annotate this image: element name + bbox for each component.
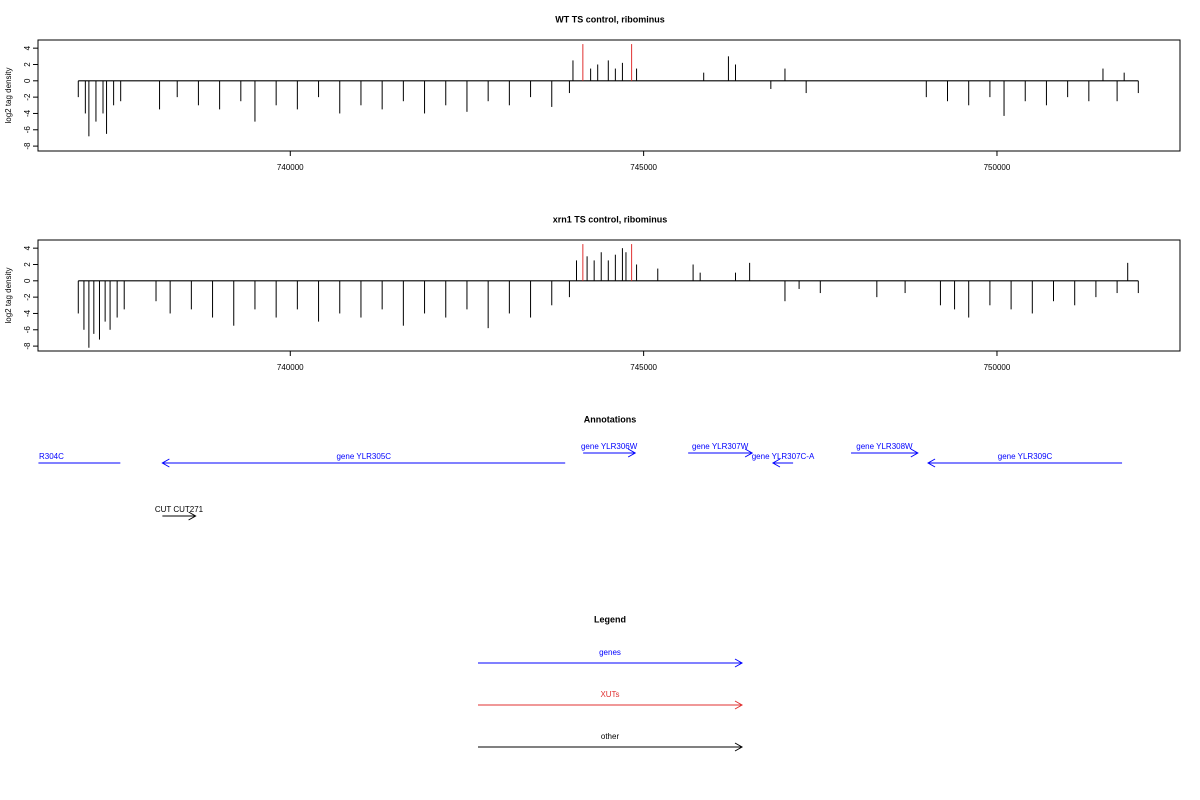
feature-head: [744, 448, 754, 458]
chart-title: xrn1 TS control, ribominus: [553, 214, 668, 224]
y-tick-label: 2: [23, 262, 32, 267]
feature-label: gene YLR305C: [336, 452, 391, 461]
feature-label: gene YLR306W: [581, 442, 638, 451]
feature-head: [771, 458, 781, 468]
legend-line-head: [734, 658, 744, 668]
plot-frame: [37, 239, 1181, 352]
feature-label: R304C: [39, 452, 64, 461]
y-axis-label: log2 tag density: [4, 67, 13, 123]
feature-head: [910, 448, 919, 458]
y-tick-label: 0: [23, 78, 32, 83]
y-tick-label: 4: [23, 45, 32, 50]
y-axis-label: log2 tag density: [4, 267, 13, 323]
y-tick-label: -2: [23, 93, 32, 101]
y-tick-label: 4: [23, 245, 32, 250]
y-tick-label: 0: [23, 278, 32, 283]
feature-head: [627, 448, 637, 458]
feature-label: gene YLR309C: [998, 452, 1053, 461]
feature-label: CUT CUT271: [155, 505, 204, 514]
y-tick-label: -6: [23, 126, 32, 134]
chart-title: WT TS control, ribominus: [555, 14, 665, 24]
plot-frame: [37, 39, 1181, 152]
y-tick-label: -8: [23, 142, 32, 150]
y-tick-label: -6: [23, 326, 32, 334]
y-tick-label: 2: [23, 62, 32, 67]
legend-line-head: [734, 742, 744, 752]
annotations-title: Annotations: [584, 414, 637, 424]
feature-head: [927, 458, 936, 468]
x-tick-label: 740000: [277, 363, 304, 372]
y-tick-label: -2: [23, 293, 32, 301]
feature-head: [161, 458, 170, 468]
legend-line-head: [734, 700, 744, 710]
legend-label: genes: [599, 648, 621, 657]
y-tick-label: -4: [23, 109, 32, 117]
x-tick-label: 750000: [984, 363, 1011, 372]
x-tick-label: 740000: [277, 163, 304, 172]
feature-label: gene YLR307W: [692, 442, 749, 451]
legend-label: other: [601, 732, 620, 741]
feature-label: gene YLR307C-A: [752, 452, 815, 461]
x-tick-label: 745000: [630, 363, 657, 372]
x-tick-label: 745000: [630, 163, 657, 172]
feature-label: gene YLR308W: [856, 442, 913, 451]
legend-title: Legend: [594, 614, 626, 624]
y-tick-label: -4: [23, 309, 32, 317]
x-tick-label: 750000: [984, 163, 1011, 172]
legend-label: XUTs: [600, 690, 619, 699]
feature-head: [188, 511, 197, 521]
y-tick-label: -8: [23, 342, 32, 350]
